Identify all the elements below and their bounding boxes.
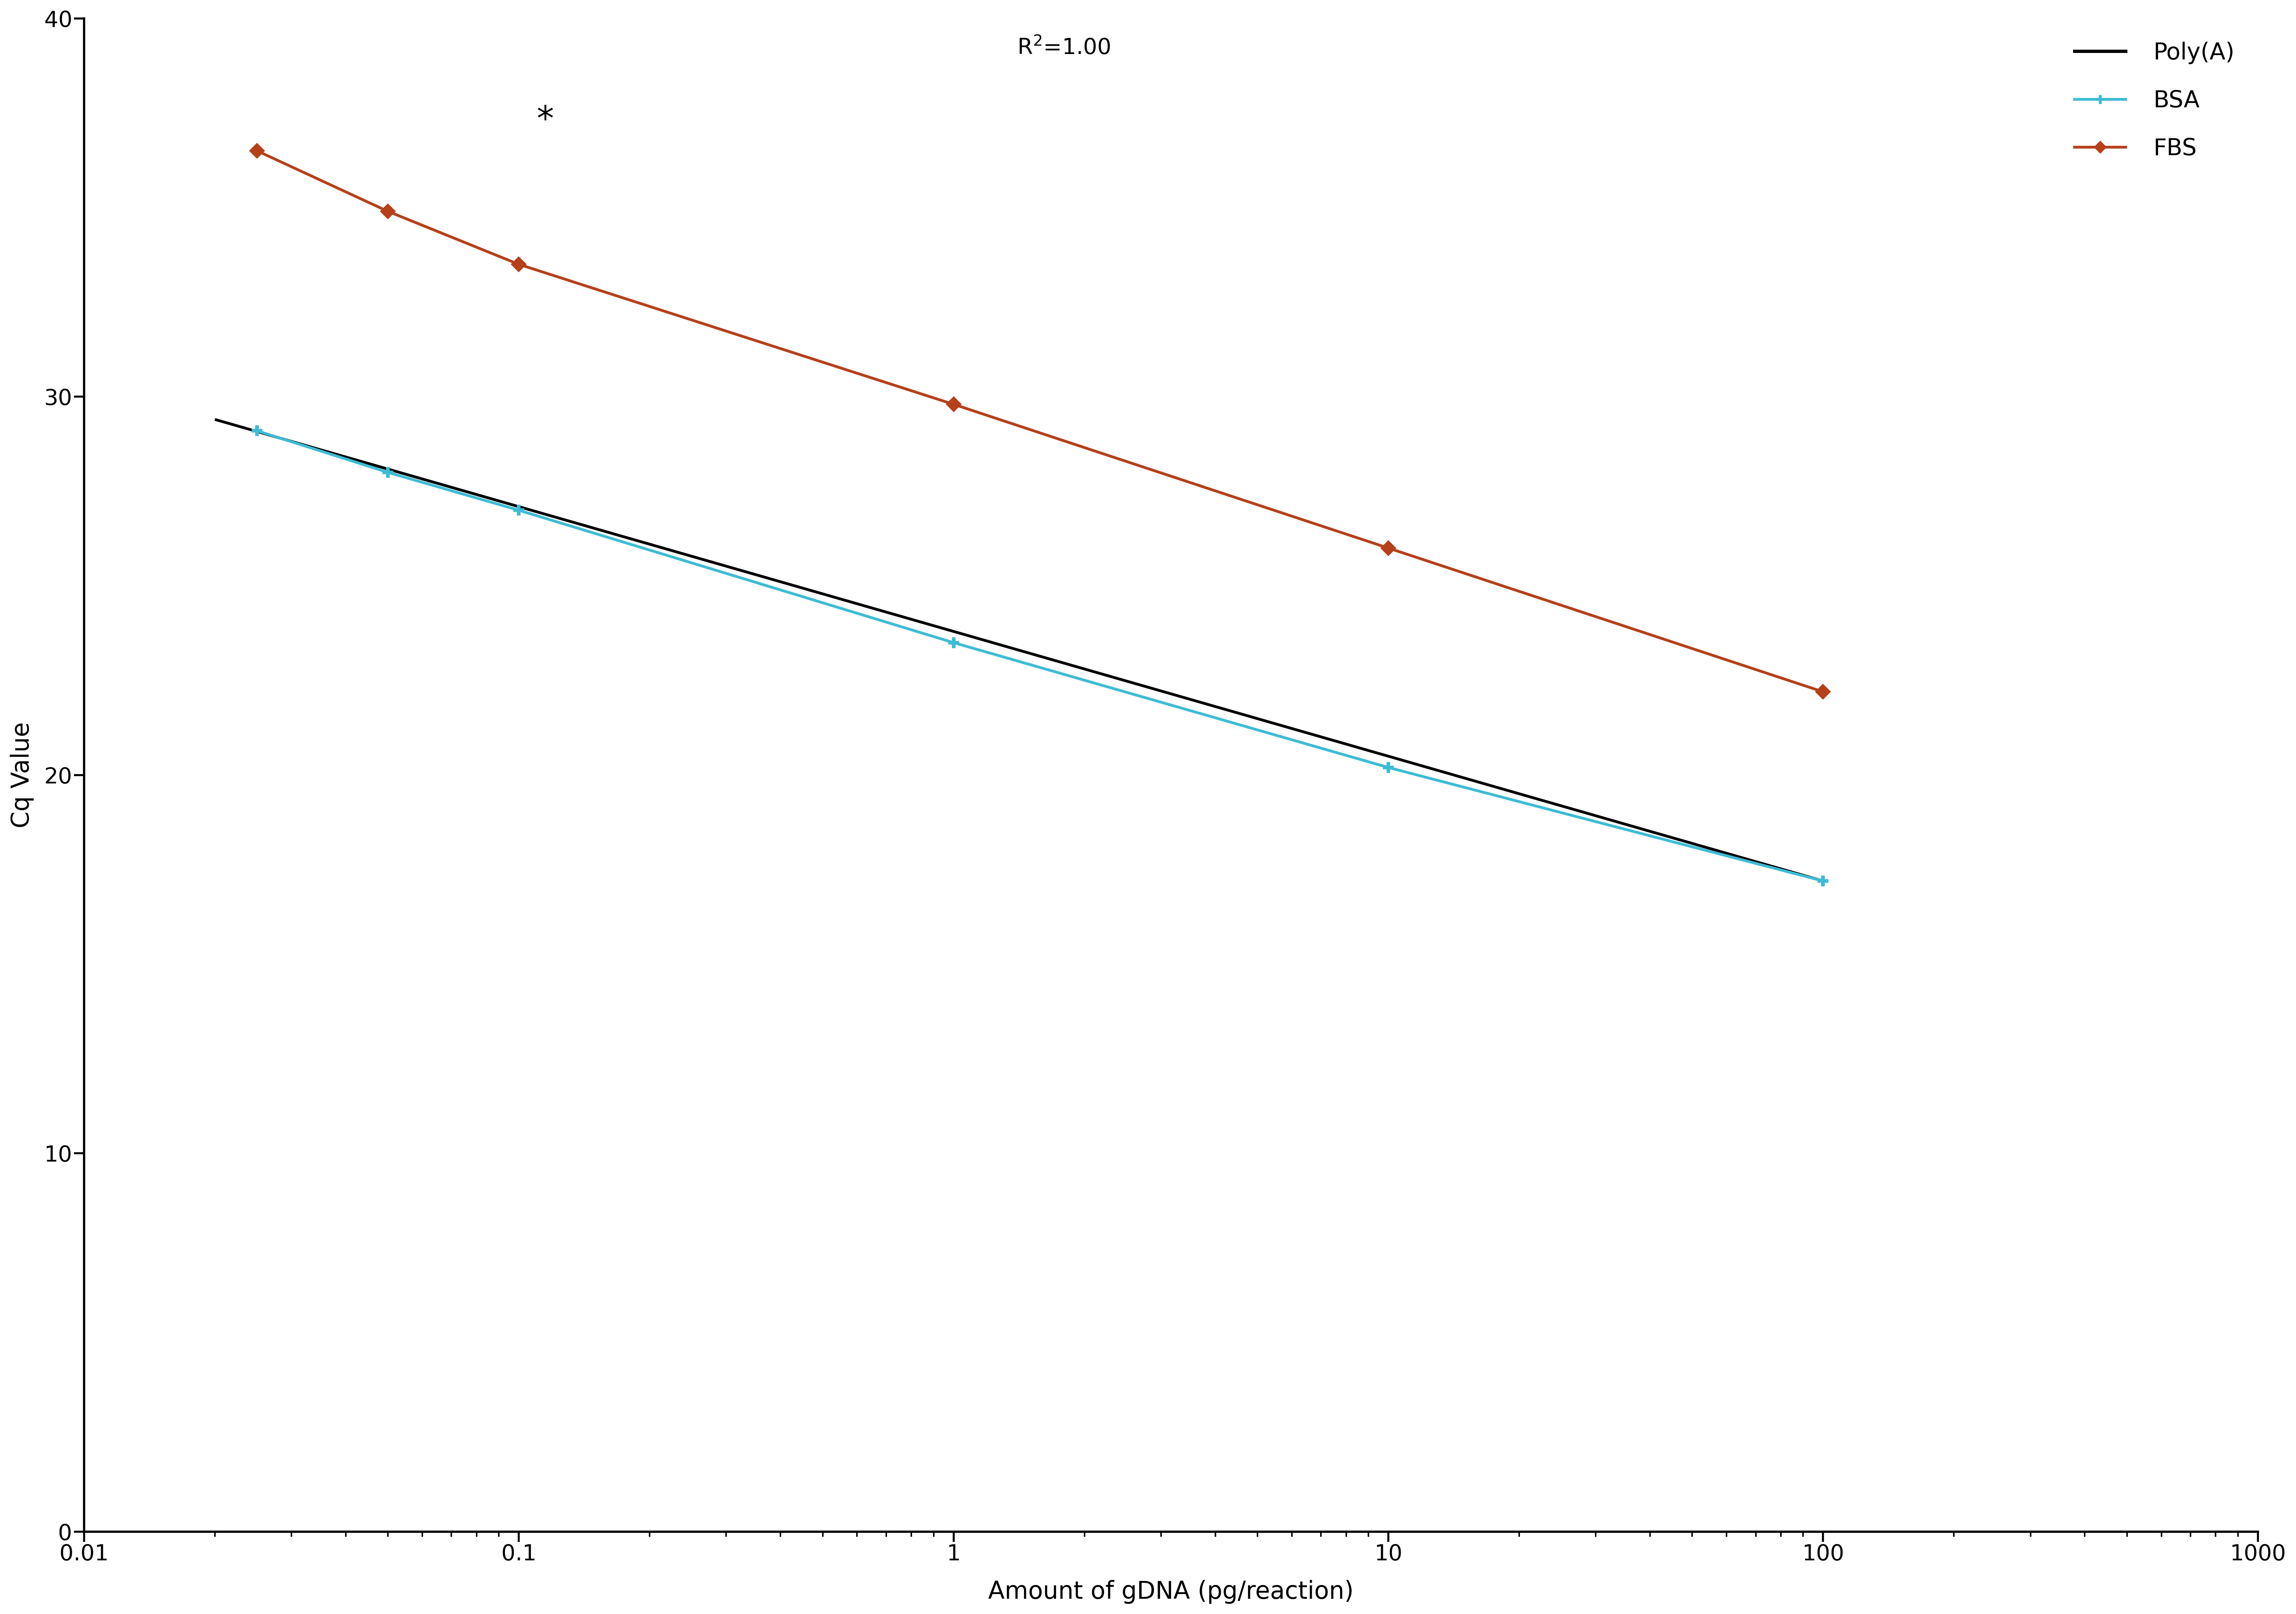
Text: R$^2$=1.00: R$^2$=1.00 — [1017, 37, 1111, 60]
X-axis label: Amount of gDNA (pg/reaction): Amount of gDNA (pg/reaction) — [987, 1580, 1355, 1604]
Legend: Poly(A), BSA, FBS: Poly(A), BSA, FBS — [2064, 31, 2245, 171]
Y-axis label: Cq Value: Cq Value — [9, 721, 34, 828]
Text: *: * — [537, 103, 553, 137]
